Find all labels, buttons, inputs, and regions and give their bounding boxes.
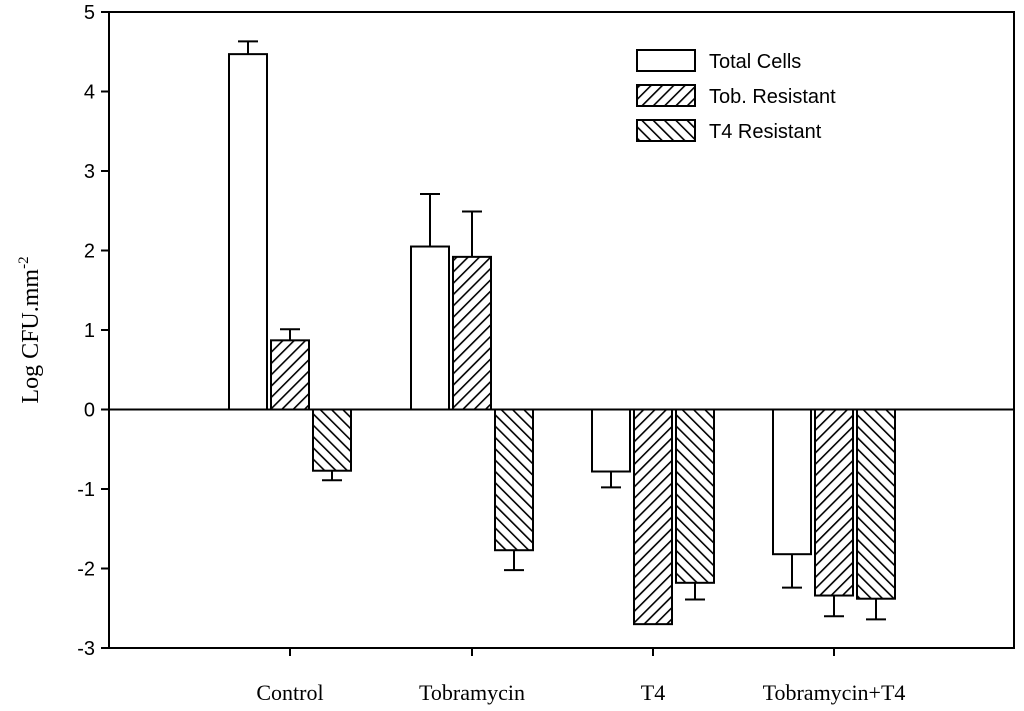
y-tick-label: 1 [84,320,95,342]
y-axis-ticks: -3 -2 -1 0 1 2 3 4 5 [77,2,109,660]
legend-label: T4 Resistant [709,121,822,143]
bar [772,408,812,556]
bar [270,339,310,411]
y-tick-label: 2 [84,241,95,263]
plot-frame [108,11,1015,649]
bar [814,408,854,597]
category-label: T4 [641,680,665,705]
y-tick-label: 5 [84,2,95,24]
y-tick-label: 4 [84,82,95,104]
category-label: Tobramycin [419,680,525,705]
x-axis-ticks: Control Tobramycin T4 Tobramycin+T4 [256,648,905,705]
bar [452,255,492,411]
legend-swatch [636,49,696,72]
category-label: Control [256,680,323,705]
y-tick-label: -1 [77,479,95,501]
bar [228,53,268,411]
y-tick-label: -3 [77,638,95,660]
bar [633,408,673,626]
bar [312,408,352,472]
bar [675,408,715,584]
legend-label: Total Cells [709,51,801,73]
bar [410,245,450,411]
y-tick-label: -2 [77,559,95,581]
legend: Total Cells Tob. Resistant T4 Resistant [636,49,836,143]
y-tick-label: 3 [84,161,95,183]
bar [856,408,896,600]
legend-swatch [636,119,696,142]
bar [591,408,631,473]
legend-label: Tob. Resistant [709,86,836,108]
error-bars [238,40,886,621]
bar [494,408,534,552]
y-axis-label: Log CFU.mm-2 [16,256,44,403]
legend-swatch [636,84,696,107]
category-label: Tobramycin+T4 [763,680,906,705]
y-tick-label: 0 [84,400,95,422]
